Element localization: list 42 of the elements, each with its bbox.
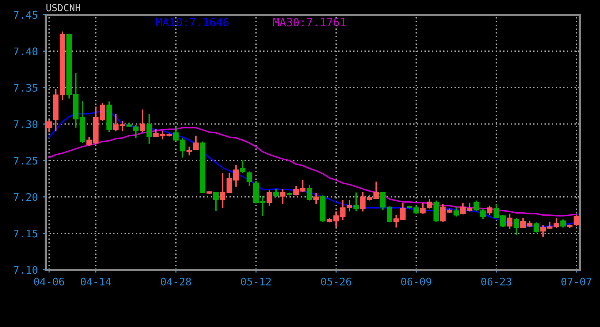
x-tick-label: 05-12 xyxy=(241,278,272,286)
candlestick xyxy=(354,192,360,212)
candlestick xyxy=(280,188,286,206)
x-tick-label: 06-09 xyxy=(401,278,432,286)
candlestick xyxy=(420,202,426,215)
y-tick-label: 7.35 xyxy=(14,84,38,92)
y-tick-label: 7.20 xyxy=(14,193,38,202)
candlestick xyxy=(133,124,139,139)
x-tick-label: 05-26 xyxy=(321,278,352,286)
candlestick xyxy=(574,214,580,227)
candlestick xyxy=(193,135,199,152)
x-tick-label: 04-28 xyxy=(161,278,192,286)
x-tick-label: 04-14 xyxy=(81,278,112,286)
chart-title: USDCNH xyxy=(46,4,80,12)
candlestick xyxy=(454,206,460,218)
y-tick-label: 7.30 xyxy=(14,120,38,128)
candlestick xyxy=(434,200,440,223)
y-tick-label: 7.25 xyxy=(14,156,38,165)
candlestick xyxy=(427,198,433,210)
x-tick-label: 04-06 xyxy=(34,278,64,286)
candlestick xyxy=(487,205,493,216)
x-tick-label: 06-23 xyxy=(482,278,512,286)
candlestick xyxy=(507,213,513,230)
candlestick xyxy=(480,208,486,220)
text: MA30:7.1761 xyxy=(273,18,346,27)
candlestick xyxy=(213,191,219,212)
x-tick-label: 07-07 xyxy=(562,278,592,286)
candlestick xyxy=(266,190,272,207)
y-tick-label: 7.15 xyxy=(14,230,38,238)
candlestick xyxy=(534,222,540,234)
y-tick-label: 7.40 xyxy=(14,48,38,56)
y-tick-label: 7.10 xyxy=(14,266,38,274)
candlestick xyxy=(474,200,480,212)
candlestick xyxy=(306,184,312,202)
text: MA10:7.1646 xyxy=(156,18,229,27)
candlestick xyxy=(246,170,252,187)
candlestick xyxy=(514,218,520,236)
y-tick-label: 7.45 xyxy=(14,11,38,20)
candlestick xyxy=(140,109,146,133)
candlestick xyxy=(314,192,320,206)
candlestick xyxy=(146,113,152,145)
candlestick xyxy=(240,160,246,174)
